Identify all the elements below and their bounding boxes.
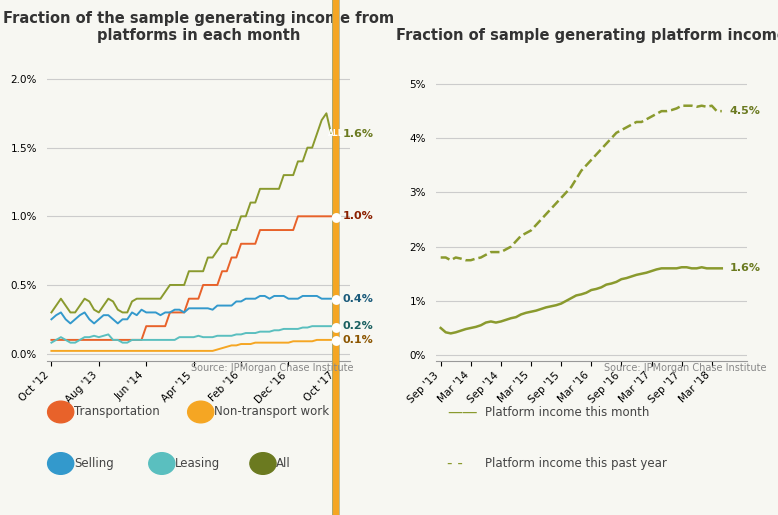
Text: - -: - - [447,456,463,471]
Text: Non-transport work: Non-transport work [214,405,329,419]
Title: Fraction of the sample generating income from
platforms in each month: Fraction of the sample generating income… [3,11,394,43]
Text: 1.6%: 1.6% [729,263,760,273]
Text: 4.5%: 4.5% [729,106,760,116]
Text: Source: JPMorgan Chase Institute: Source: JPMorgan Chase Institute [191,363,354,373]
Circle shape [47,453,74,474]
Text: 1.6%: 1.6% [343,129,374,139]
Circle shape [333,0,338,515]
Circle shape [333,0,338,515]
Circle shape [333,0,338,515]
Text: ——: —— [447,404,478,420]
Circle shape [47,401,74,423]
Text: Source: JPMorgan Chase Institute: Source: JPMorgan Chase Institute [604,363,766,373]
Circle shape [149,453,175,474]
Text: 1.0%: 1.0% [343,211,373,221]
Text: Selling: Selling [74,457,114,470]
Text: Platform income this month: Platform income this month [485,405,649,419]
Text: Platform income this past year: Platform income this past year [485,457,667,470]
Circle shape [333,0,338,515]
Text: 0.1%: 0.1% [343,335,373,345]
Text: Leasing: Leasing [175,457,220,470]
Text: All: All [276,457,291,470]
Text: ALL: ALL [328,129,344,139]
Title: Fraction of sample generating platform income: Fraction of sample generating platform i… [396,28,778,43]
Text: Transportation: Transportation [74,405,159,419]
Text: ●: ● [331,292,342,305]
Circle shape [333,0,338,515]
Text: ●: ● [331,333,342,347]
Circle shape [250,453,276,474]
Text: 0.2%: 0.2% [343,321,373,331]
Circle shape [187,401,214,423]
Text: 0.4%: 0.4% [343,294,374,304]
Text: ●: ● [331,210,342,223]
Text: ●: ● [331,320,342,333]
